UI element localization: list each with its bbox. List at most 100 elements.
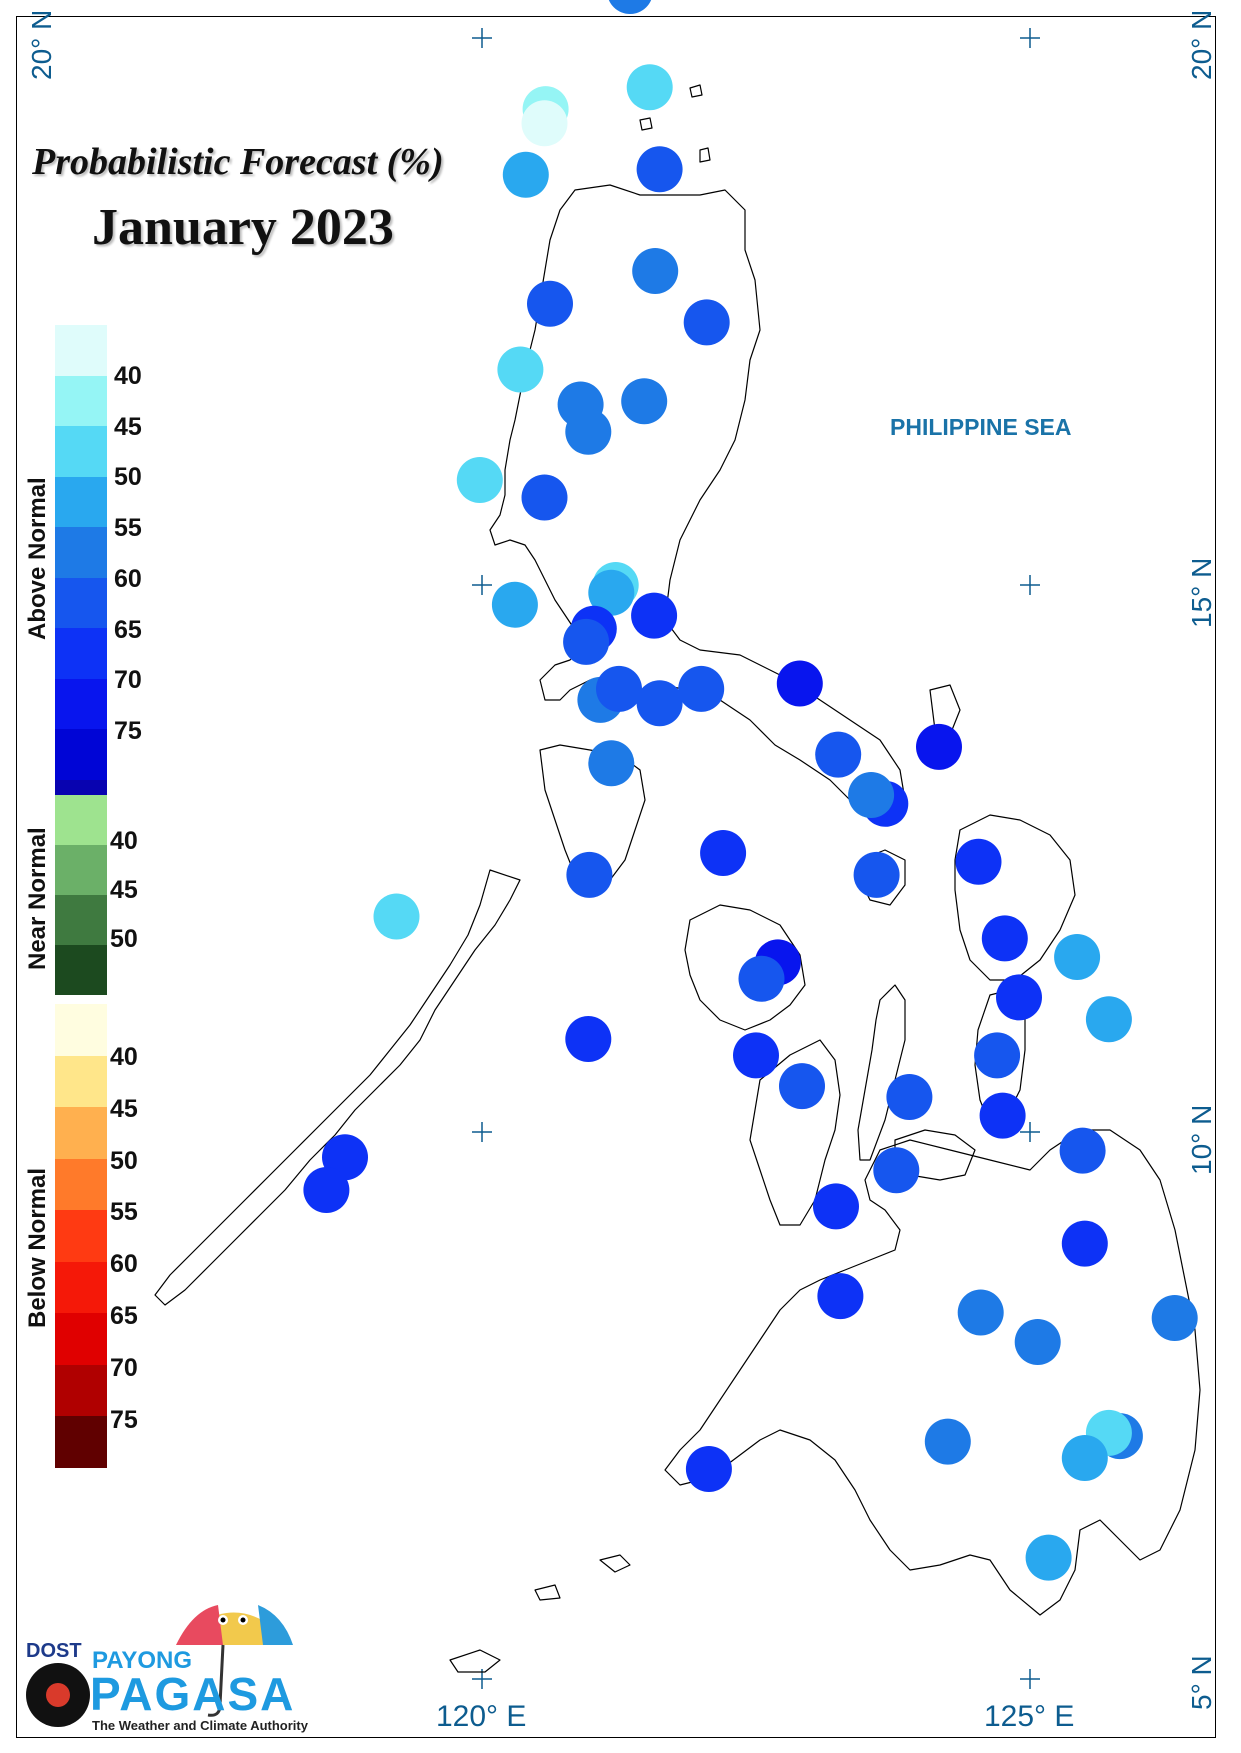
logo-tagline: The Weather and Climate Authority bbox=[92, 1718, 308, 1733]
logo-dost: DOST bbox=[26, 1640, 82, 1662]
station-marker bbox=[1061, 1435, 1108, 1481]
station-marker bbox=[1061, 1220, 1108, 1267]
station-marker bbox=[521, 474, 568, 521]
station-marker bbox=[626, 64, 673, 111]
sea-label: PHILIPPINE SEA bbox=[890, 414, 1072, 440]
legend-tick-label: 70 bbox=[114, 666, 142, 695]
legend-tick-label: 75 bbox=[114, 716, 142, 745]
map-frame bbox=[16, 16, 1216, 1738]
legend-tick-label: 40 bbox=[110, 827, 138, 855]
station-marker bbox=[700, 830, 747, 876]
legend-tick-label: 50 bbox=[110, 925, 138, 953]
legend-swatch bbox=[55, 1158, 107, 1210]
pagasa-logo: DOST PAYONG PAGASA The Weather and Clima… bbox=[18, 1585, 318, 1735]
station-marker bbox=[685, 1446, 732, 1492]
lat-label-5n: 5° N bbox=[1186, 1655, 1217, 1710]
legend-tick-label: 65 bbox=[114, 615, 142, 644]
legend-swatch bbox=[55, 729, 107, 780]
station-marker bbox=[565, 408, 612, 455]
station-marker bbox=[563, 618, 610, 665]
station-marker bbox=[497, 346, 544, 393]
station-marker bbox=[621, 378, 668, 425]
legend-swatch bbox=[55, 1364, 107, 1416]
legend-swatch bbox=[55, 1210, 107, 1262]
station-marker bbox=[955, 838, 1002, 885]
legend-swatch bbox=[55, 628, 107, 679]
station-marker bbox=[588, 740, 635, 787]
legend-swatch bbox=[55, 795, 107, 845]
station-marker bbox=[886, 1074, 933, 1120]
station-marker bbox=[974, 1032, 1021, 1079]
legend-title-near-normal: Near Normal bbox=[24, 827, 51, 970]
station-marker bbox=[565, 1016, 612, 1062]
map-subtitle: January 2023 bbox=[92, 199, 394, 256]
legend-swatch bbox=[55, 1416, 107, 1468]
legend-swatch bbox=[55, 945, 107, 995]
station-marker bbox=[636, 680, 683, 727]
legend-tick-label: 45 bbox=[110, 876, 138, 904]
station-marker bbox=[303, 1167, 350, 1213]
station-marker bbox=[491, 581, 538, 628]
station-marker bbox=[779, 1063, 825, 1110]
legend-swatch bbox=[55, 426, 107, 477]
lon-label-125e: 125° E bbox=[984, 1700, 1075, 1733]
station-marker bbox=[996, 974, 1042, 1021]
station-marker bbox=[979, 1092, 1026, 1139]
legend-swatch bbox=[55, 527, 107, 578]
station-marker bbox=[924, 1418, 971, 1465]
station-marker bbox=[817, 1273, 864, 1320]
legend-swatch bbox=[55, 895, 107, 945]
legend-tick-label: 70 bbox=[110, 1353, 138, 1382]
station-marker bbox=[1151, 1295, 1198, 1341]
station-marker bbox=[456, 457, 503, 503]
graticule bbox=[472, 28, 1040, 1689]
logo-payong: PAYONG bbox=[92, 1647, 193, 1674]
legend-bar-below-normal bbox=[55, 1004, 107, 1468]
legend-tick-label: 55 bbox=[110, 1198, 138, 1227]
legend-tick-label: 60 bbox=[110, 1250, 138, 1279]
station-marker bbox=[981, 915, 1028, 962]
map-title: Probabilistic Forecast (%) bbox=[32, 141, 444, 183]
station-marker bbox=[527, 280, 573, 327]
legend-swatch bbox=[55, 476, 107, 527]
station-marker bbox=[1025, 1534, 1072, 1581]
lat-label-15n: 15° N bbox=[1186, 557, 1217, 628]
legend-bar-near-normal bbox=[55, 795, 107, 995]
station-marker bbox=[815, 731, 862, 778]
legend-swatch bbox=[55, 1004, 107, 1056]
station-marker bbox=[678, 665, 725, 712]
lon-label-120e: 120° E bbox=[436, 1700, 527, 1733]
station-marker bbox=[853, 851, 900, 898]
legend-swatch bbox=[55, 1313, 107, 1365]
legend-swatch bbox=[55, 1107, 107, 1159]
station-marker bbox=[1085, 996, 1132, 1043]
legend-tick-label: 45 bbox=[114, 412, 142, 441]
lat-label-20n-left: 20° N bbox=[26, 9, 57, 80]
station-marker bbox=[632, 248, 679, 294]
station-marker bbox=[873, 1147, 920, 1194]
station-markers bbox=[303, 0, 1198, 1581]
legend-swatch bbox=[55, 1055, 107, 1107]
station-marker bbox=[636, 146, 683, 193]
legend-swatch bbox=[55, 1261, 107, 1313]
legend-bar-above-normal bbox=[55, 325, 107, 830]
station-marker bbox=[683, 299, 730, 346]
station-marker bbox=[608, 0, 652, 14]
logo-pagasa: PAGASA bbox=[90, 1668, 296, 1720]
station-marker bbox=[957, 1289, 1004, 1336]
lat-label-20n-right: 20° N bbox=[1186, 9, 1217, 80]
legend-tick-label: 40 bbox=[114, 362, 142, 390]
station-marker bbox=[566, 851, 613, 898]
legend-swatch bbox=[55, 845, 107, 895]
legend-tick-label: 60 bbox=[114, 564, 142, 593]
legend-tick-label: 55 bbox=[114, 514, 142, 543]
station-marker bbox=[813, 1183, 859, 1230]
legend-tick-label: 50 bbox=[110, 1146, 138, 1175]
station-marker bbox=[738, 955, 785, 1002]
station-marker bbox=[502, 151, 549, 198]
legend-swatch bbox=[55, 375, 107, 426]
station-marker bbox=[588, 569, 635, 616]
umbrella-icon bbox=[26, 1605, 293, 1727]
lat-label-10n: 10° N bbox=[1186, 1104, 1217, 1175]
